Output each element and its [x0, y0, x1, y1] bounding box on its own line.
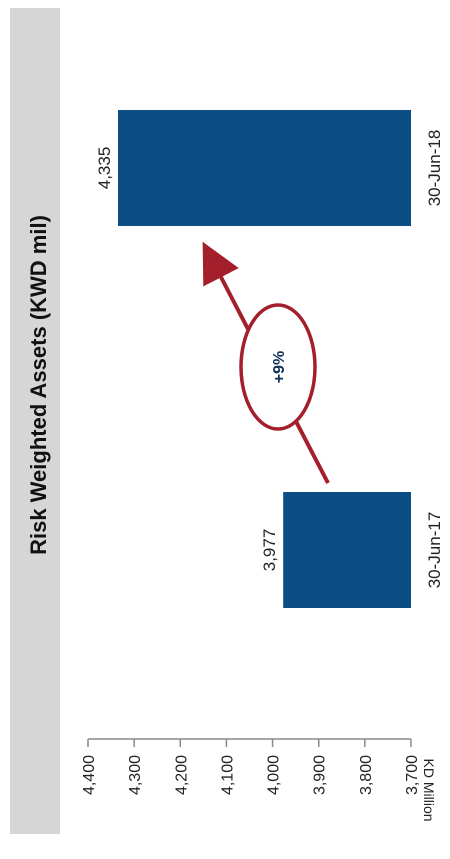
y-tick-label: 3,800 [358, 755, 375, 795]
value-label: 4,335 [95, 147, 114, 190]
value-label: 3,977 [260, 529, 279, 572]
y-tick-label: 4,000 [266, 755, 283, 795]
bars-group [117, 110, 411, 608]
growth-label: +9% [271, 351, 288, 383]
y-tick-label: 4,100 [219, 755, 236, 795]
chart-title: Risk Weighted Assets (KWD mil) [26, 215, 51, 555]
title-banner [10, 8, 60, 834]
value-labels: 3,977 4,335 [95, 147, 279, 572]
y-tick-label: 3,900 [312, 755, 329, 795]
category-label: 30-Jun-18 [425, 130, 444, 207]
growth-ellipse [239, 303, 317, 431]
category-label: 30-Jun-17 [425, 512, 444, 589]
y-tick-label: 4,300 [127, 755, 144, 795]
y-axis-title: KD Million [421, 758, 437, 821]
bar-30-Jun-18 [117, 110, 411, 226]
bar-30-Jun-17 [283, 492, 411, 608]
y-axis-ticks: 3,700 3,800 3,900 4,000 4,100 4,200 4,300 4,400 [81, 739, 421, 795]
y-tick-label: 4,200 [173, 755, 190, 795]
y-tick-label: 4,400 [81, 755, 98, 795]
y-tick-label: 3,700 [404, 755, 421, 795]
category-labels: 30-Jun-17 30-Jun-18 [425, 130, 444, 589]
